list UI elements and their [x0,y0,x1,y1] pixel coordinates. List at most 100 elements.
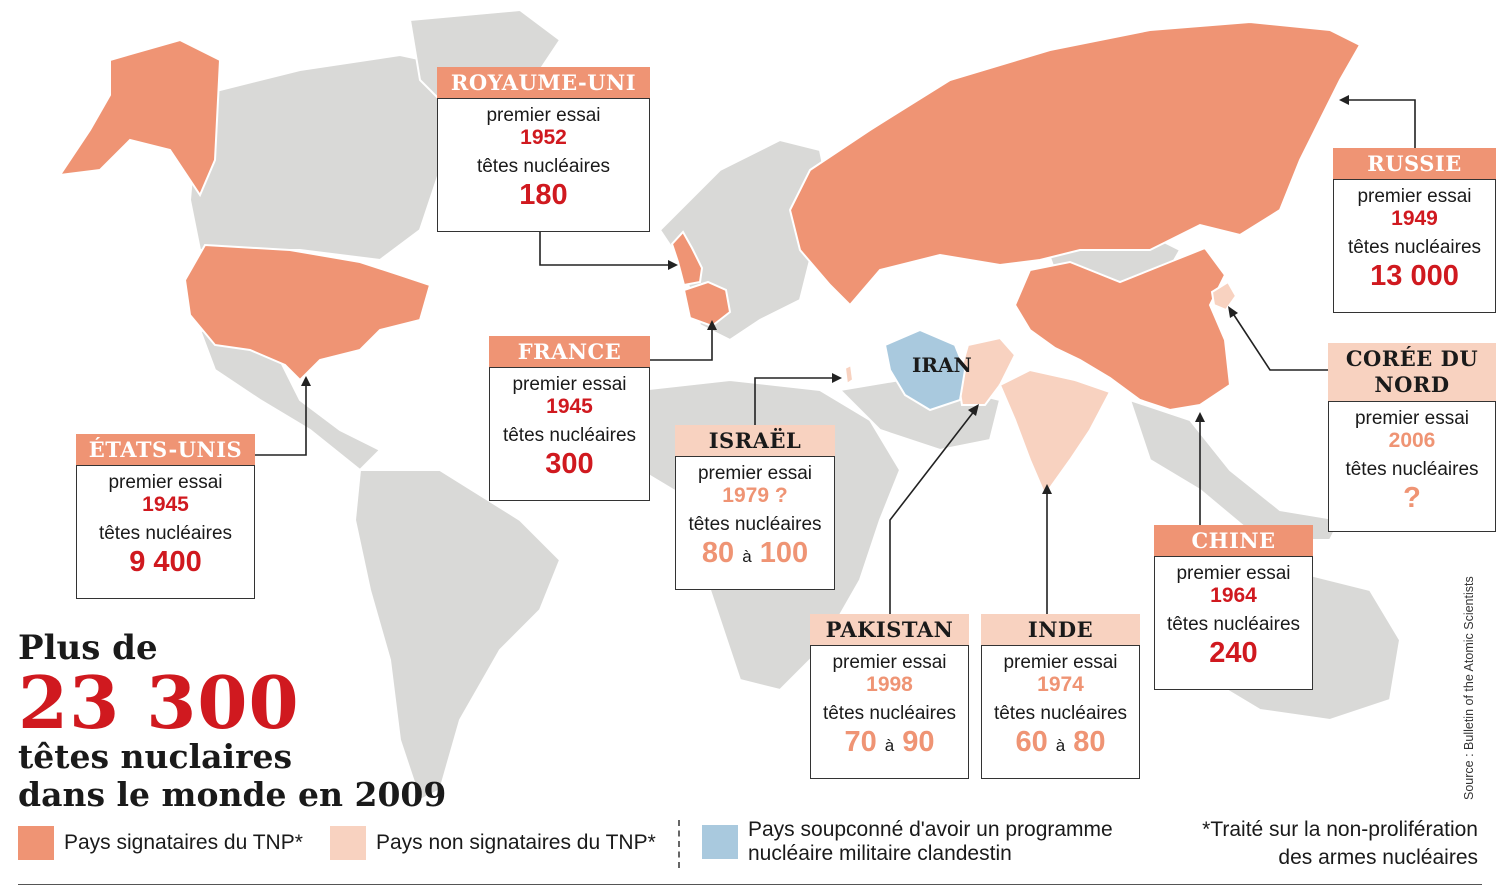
country-name: CHINE [1154,525,1313,557]
range-separator: à [1055,736,1066,755]
headline: Plus de 23 300 têtes nuclaires dans le m… [18,628,446,814]
country-box-israel: ISRAËL premier essai 1979 ? têtes nucléa… [675,425,835,590]
warheads-max: 100 [759,537,809,569]
warheads-label: têtes nucléaires [993,703,1128,724]
first-test-label: premier essai [832,652,947,673]
first-test-label: premier essai [1176,563,1291,584]
warheads-max: 80 [1073,726,1106,758]
source-credit: Source : Bulletin of the Atomic Scientis… [1462,576,1476,800]
first-test-label: premier essai [512,374,627,395]
country-name: PAKISTAN [810,614,969,646]
connector-pakistan [889,409,976,614]
warheads-min: 70 [844,726,877,758]
warheads-label: têtes nucléaires [688,514,822,535]
first-test-label: premier essai [486,105,601,126]
first-test-year: 1945 [142,493,189,516]
country-box-coree-du-nord: CORÉE DU NORD premier essai 2006 têtes n… [1328,343,1496,532]
legend-swatch-suspected [702,825,738,859]
legend-label-tnp: Pays signataires du TNP* [64,831,303,854]
arrow-pakistan [968,404,979,416]
warheads-count: 9 400 [129,546,202,578]
warheads-count: 300 [545,448,594,480]
warheads-label: têtes nucléaires [1347,237,1482,258]
arrow-inde [1042,484,1052,494]
country-iran [883,328,967,412]
country-china [1013,246,1232,412]
arrow-chine [1195,412,1205,422]
country-box-inde: INDE premier essai 1974 têtes nucléaires… [981,614,1140,779]
first-test-label: premier essai [1354,408,1470,429]
country-russia [788,20,1362,307]
headline-line4: dans le monde en 2009 [18,775,447,814]
map-label-iran: IRAN [912,353,972,377]
country-name: ROYAUME-UNI [437,67,650,99]
arrow-royaume-uni [668,260,678,270]
range-separator: à [742,547,752,566]
warheads-label: têtes nucléaires [476,156,611,177]
legend-non-tnp: Pays non signataires du TNP* [330,826,656,860]
country-box-royaume-uni: ROYAUME-UNI premier essai 1952 têtes nuc… [437,67,650,232]
connector-russie [1345,99,1416,148]
warheads-range: 80 à 100 [676,537,834,573]
first-test-year: 1945 [546,395,593,418]
country-box-france: FRANCE premier essai 1945 têtes nucléair… [489,336,650,501]
country-alaska [57,38,222,198]
first-test-year: 1998 [866,673,913,696]
country-name: INDE [981,614,1140,646]
arrow-russie [1339,95,1349,105]
land-mexico-central-america [198,328,382,472]
first-test-label: premier essai [108,472,223,493]
first-test-year: 1949 [1391,207,1438,230]
warheads-value: ? [1403,482,1421,514]
connector-royaume-uni [539,232,672,266]
warheads-label: têtes nucléaires [98,523,233,544]
country-usa [183,243,432,382]
legend-divider [678,820,680,868]
legend-tnp: Pays signataires du TNP* [18,826,303,860]
warheads-max: 90 [902,726,935,758]
connector-france [650,326,713,361]
country-name: ISRAËL [675,425,835,457]
legend-swatch-non-tnp [330,826,366,860]
legend-suspected: Pays soupconné d'avoir un programme nucl… [702,818,1138,866]
country-box-pakistan: PAKISTAN premier essai 1998 têtes nucléa… [810,614,969,779]
country-name: RUSSIE [1333,148,1496,180]
warheads-range: 60 à 80 [982,726,1139,762]
warheads-label: têtes nucléaires [502,425,637,446]
warheads-count: ? [1329,482,1495,514]
warheads-count: 240 [1209,637,1258,669]
land-southeast-asia [1128,398,1342,541]
range-separator: à [884,736,895,755]
country-box-etats-unis: ÉTATS-UNIS premier essai 1945 têtes nucl… [76,434,255,599]
first-test-year: 2006 [1388,429,1436,452]
first-test-year: 1979 ? [722,484,788,507]
land-south-america [353,469,562,802]
arrow-france [707,320,717,330]
country-box-chine: CHINE premier essai 1964 têtes nucléaire… [1154,525,1313,690]
arrow-coree [1228,306,1238,318]
headline-line3: têtes nuclaires [18,737,293,776]
country-india [998,368,1112,498]
warheads-count: 13 000 [1370,260,1459,292]
country-north-korea [1210,280,1238,312]
country-name: FRANCE [489,336,650,368]
footnote: *Traité sur la non-prolifération des arm… [1202,818,1478,869]
legend-label-non-tnp: Pays non signataires du TNP* [376,831,656,854]
connector-coree [1231,311,1328,371]
legend-label-suspected: Pays soupconné d'avoir un programme nucl… [748,818,1113,865]
country-israel [843,363,855,386]
warheads-range: 70 à 90 [811,726,968,762]
first-test-label: premier essai [1357,186,1472,207]
warheads-label: têtes nucléaires [1345,459,1479,480]
connector-etats-unis [255,382,307,456]
first-test-label: premier essai [1003,652,1118,673]
warheads-min: 60 [1015,726,1048,758]
warheads-label: têtes nucléaires [822,703,957,724]
country-name: CORÉE DU NORD [1328,343,1496,402]
headline-line1: Plus de [18,628,158,668]
bottom-rule [18,884,1482,885]
arrow-israel [832,373,842,383]
connector-israel [754,377,836,425]
first-test-year: 1952 [520,126,567,149]
arrow-etats-unis [301,376,311,386]
